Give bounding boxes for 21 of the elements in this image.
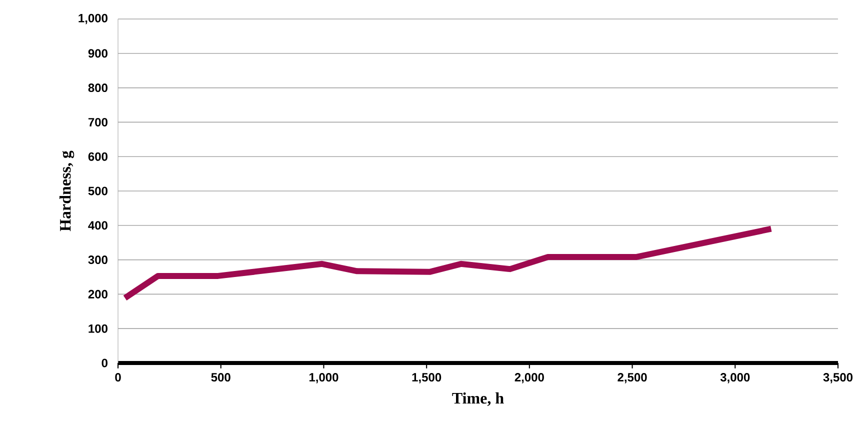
y-tick-label: 900 [88, 49, 108, 58]
x-tick-label: 1,500 [412, 373, 442, 384]
x-tick-label: 500 [211, 373, 230, 382]
y-tick-label: 700 [88, 118, 108, 126]
y-axis-title: Hardness, g [59, 150, 74, 232]
y-tick-label: 500 [88, 186, 108, 196]
y-tick-label: 0 [102, 358, 108, 368]
y-tick-label: 400 [88, 221, 108, 230]
x-tick-label: 3,500 [823, 373, 853, 384]
y-tick-label: 100 [88, 324, 108, 333]
y-tick-label: 1,000 [78, 14, 108, 24]
x-axis-title: Time, h [452, 392, 504, 406]
x-tick-label: 0 [115, 373, 121, 382]
y-tick-label: 300 [88, 256, 108, 264]
y-tick-label: 600 [88, 152, 108, 161]
y-tick-label: 800 [88, 84, 108, 92]
x-tick-label: 2,000 [514, 373, 544, 384]
y-tick-label: 200 [88, 290, 108, 298]
x-tick-label: 2,500 [618, 373, 647, 384]
x-tick-label: 3,000 [720, 373, 750, 384]
x-tick-label: 1,000 [309, 373, 338, 384]
